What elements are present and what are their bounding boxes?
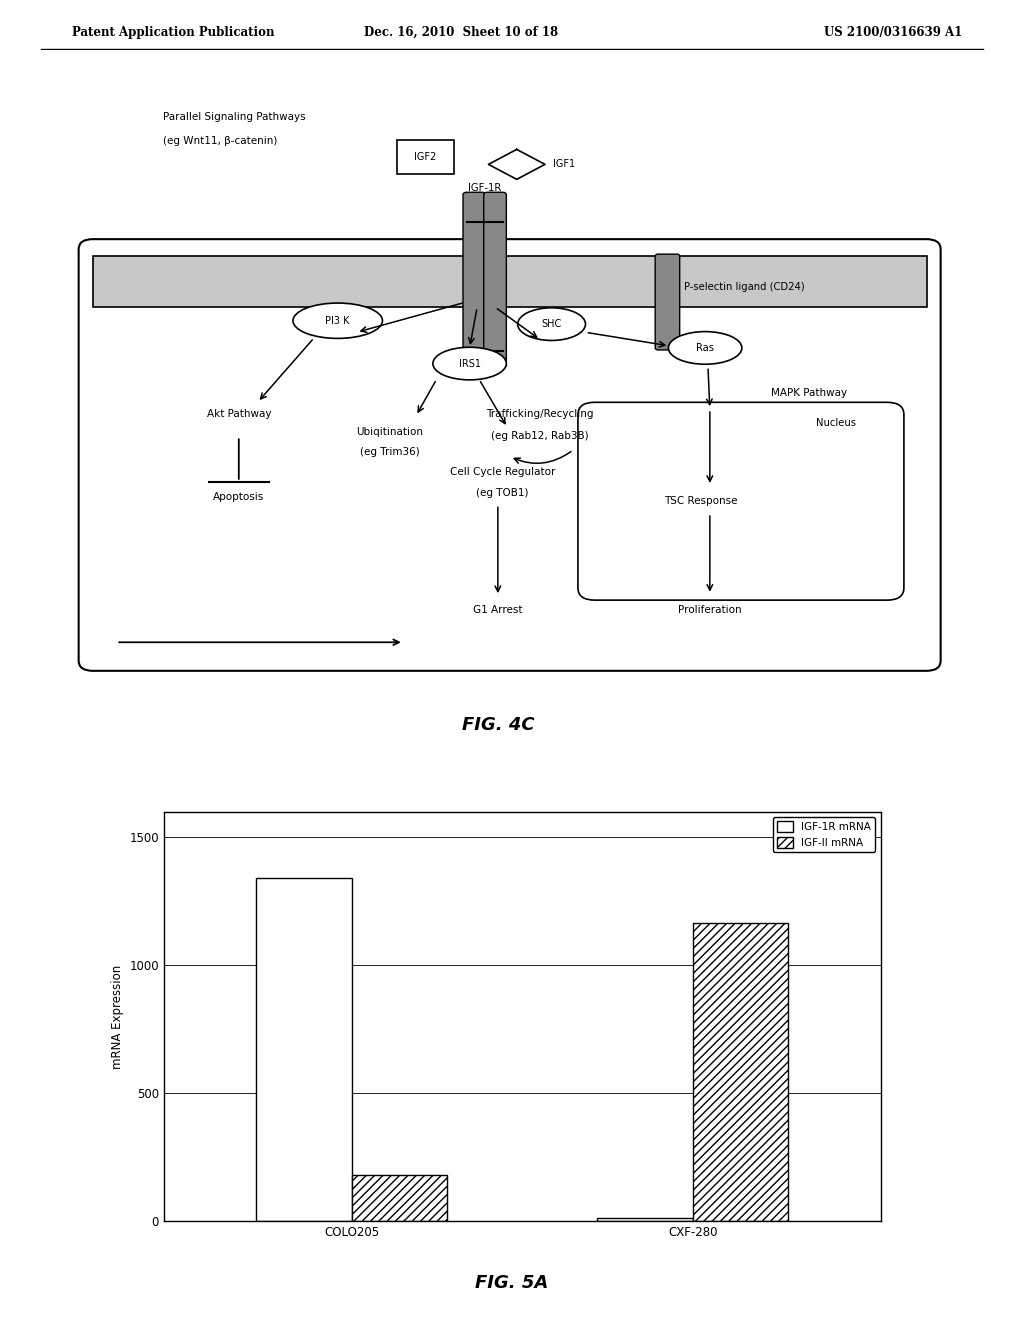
Ellipse shape — [669, 331, 741, 364]
Text: (eg Wnt11, β-catenin): (eg Wnt11, β-catenin) — [164, 136, 278, 145]
Ellipse shape — [293, 304, 383, 338]
Text: Cell Cycle Regulator: Cell Cycle Regulator — [450, 467, 555, 478]
Text: (eg Trim36): (eg Trim36) — [359, 447, 420, 457]
Text: IRS1: IRS1 — [459, 359, 480, 368]
Bar — [597, 1218, 693, 1221]
Text: Trafficking/Recycling: Trafficking/Recycling — [486, 409, 594, 418]
Ellipse shape — [433, 347, 506, 380]
Bar — [693, 923, 788, 1221]
Ellipse shape — [518, 308, 586, 341]
Text: FIG. 4C: FIG. 4C — [462, 717, 535, 734]
Text: G1 Arrest: G1 Arrest — [473, 605, 522, 615]
FancyBboxPatch shape — [483, 193, 506, 368]
Text: Apoptosis: Apoptosis — [213, 492, 264, 503]
Text: (eg TOB1): (eg TOB1) — [476, 487, 528, 498]
FancyBboxPatch shape — [655, 255, 680, 350]
Text: PI3 K: PI3 K — [326, 315, 350, 326]
Legend: IGF-1R mRNA, IGF-II mRNA: IGF-1R mRNA, IGF-II mRNA — [773, 817, 876, 853]
Bar — [351, 1175, 447, 1221]
Text: Ubiqitination: Ubiqitination — [356, 426, 423, 437]
Text: Akt Pathway: Akt Pathway — [207, 409, 271, 418]
Text: SHC: SHC — [542, 319, 562, 329]
Text: Nucleus: Nucleus — [816, 417, 856, 428]
Text: Ras: Ras — [696, 343, 714, 352]
Text: Parallel Signaling Pathways: Parallel Signaling Pathways — [164, 112, 306, 121]
Polygon shape — [488, 149, 545, 180]
FancyBboxPatch shape — [397, 140, 454, 174]
Text: IGF-1R: IGF-1R — [468, 183, 502, 193]
Text: US 2100/0316639 A1: US 2100/0316639 A1 — [824, 26, 963, 40]
Text: TSC Response: TSC Response — [664, 496, 737, 506]
Text: (eg Rab12, Rab3B): (eg Rab12, Rab3B) — [492, 432, 589, 441]
Text: IGF2: IGF2 — [414, 152, 436, 162]
Bar — [93, 256, 927, 308]
Text: Patent Application Publication: Patent Application Publication — [72, 26, 274, 40]
Text: P-selectin ligand (CD24): P-selectin ligand (CD24) — [684, 281, 805, 292]
FancyBboxPatch shape — [463, 193, 485, 368]
Text: Dec. 16, 2010  Sheet 10 of 18: Dec. 16, 2010 Sheet 10 of 18 — [364, 26, 558, 40]
Text: Proliferation: Proliferation — [678, 605, 741, 615]
Text: FIG. 5A: FIG. 5A — [475, 1274, 549, 1292]
Text: MAPK Pathway: MAPK Pathway — [771, 388, 847, 399]
Bar — [256, 878, 351, 1221]
Y-axis label: mRNA Expression: mRNA Expression — [111, 965, 124, 1068]
Text: IGF1: IGF1 — [553, 160, 574, 169]
